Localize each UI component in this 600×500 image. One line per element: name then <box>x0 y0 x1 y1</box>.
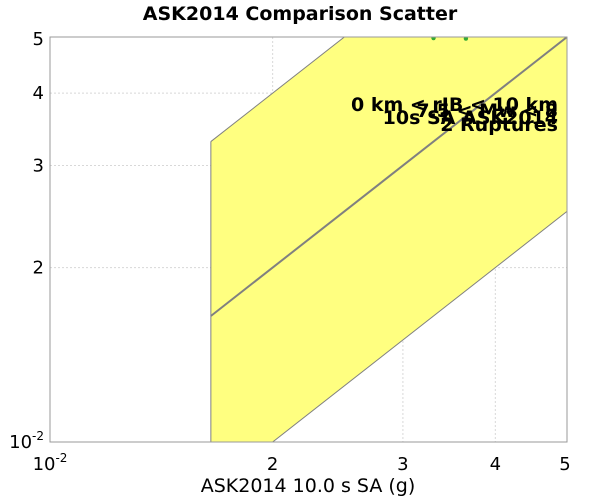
confidence-band <box>210 37 567 442</box>
data-point-0-1 <box>463 37 469 41</box>
y-tick-label-4: 5 <box>33 29 44 50</box>
band-fill <box>210 37 567 442</box>
one-to-one-line <box>210 37 567 317</box>
annotation-1: 7.5 < Mw < 8 <box>416 100 558 122</box>
annotation-3: 2 Ruptures <box>440 114 558 136</box>
y-tick-label-1: 2 <box>33 258 44 279</box>
chart-title: ASK2014 Comparison Scatter <box>143 3 458 25</box>
annotation-2: 10s SA ASK2014 <box>383 107 558 129</box>
x-tick-labels: 10-2 2 3 4 5 <box>33 451 571 475</box>
data-points <box>431 37 469 41</box>
annotation-0: 0 km < rJB < 10 km <box>351 94 558 116</box>
x-tick-label-2: 3 <box>397 454 408 475</box>
y-tick-labels: 10-2 2 3 4 5 <box>9 29 44 453</box>
x-tick-label-3: 4 <box>490 454 501 475</box>
plot-frame <box>49 36 568 443</box>
band-lower-edge <box>271 211 567 442</box>
x-tick-label-4: 5 <box>559 454 570 475</box>
y-tick-label-3: 4 <box>33 83 44 104</box>
x-tick-label-1: 2 <box>267 454 278 475</box>
x-axis-label: ASK2014 10.0 s SA (g) <box>201 475 416 497</box>
y-tick-label-0: 10-2 <box>9 429 44 453</box>
x-tick-label-0: 10-2 <box>33 451 68 475</box>
y-tick-label-2: 3 <box>33 156 44 177</box>
data-point-0-0 <box>431 37 436 41</box>
band-upper-edge <box>210 37 346 142</box>
